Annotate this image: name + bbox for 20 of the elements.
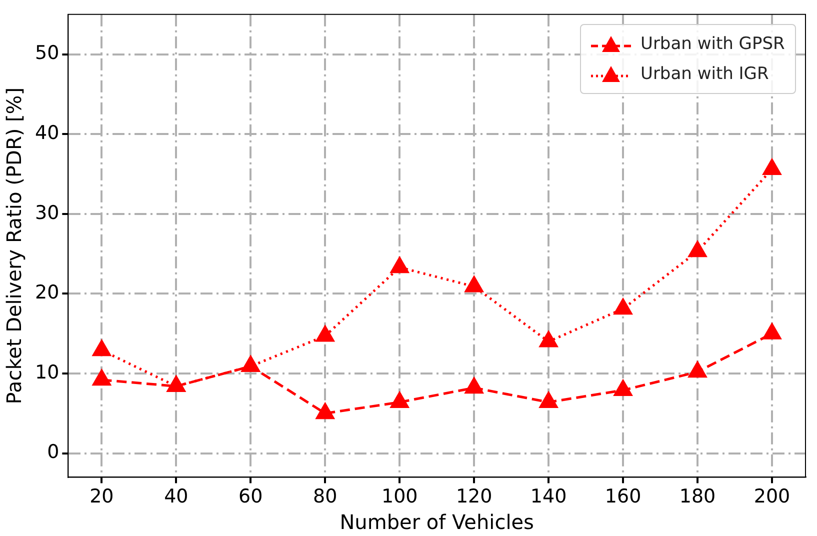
x-tick-label: 20 xyxy=(90,486,114,508)
x-tick-label: 140 xyxy=(530,486,567,508)
legend-label: Urban with GPSR xyxy=(640,34,785,54)
legend-label: Urban with IGR xyxy=(640,64,769,84)
x-tick-label: 200 xyxy=(754,486,790,508)
x-tick-label: 120 xyxy=(456,486,492,508)
x-tick-label: 60 xyxy=(238,486,263,508)
x-tick-label: 100 xyxy=(381,486,418,508)
x-tick-label: 40 xyxy=(164,486,188,508)
x-tick-label: 180 xyxy=(679,486,716,508)
y-tick-label: 50 xyxy=(34,42,60,64)
y-tick-label: 0 xyxy=(47,441,60,464)
x-axis-title: Number of Vehicles xyxy=(340,510,534,534)
x-tick-label: 80 xyxy=(313,486,338,508)
y-tick-label: 40 xyxy=(34,122,60,144)
y-tick-label: 20 xyxy=(34,282,60,304)
y-tick-label: 10 xyxy=(34,361,60,384)
x-tick-label: 160 xyxy=(604,486,642,508)
y-axis-title: Packet Delivery Ratio (PDR) [%] xyxy=(2,87,26,404)
y-tick-label: 30 xyxy=(34,202,60,224)
